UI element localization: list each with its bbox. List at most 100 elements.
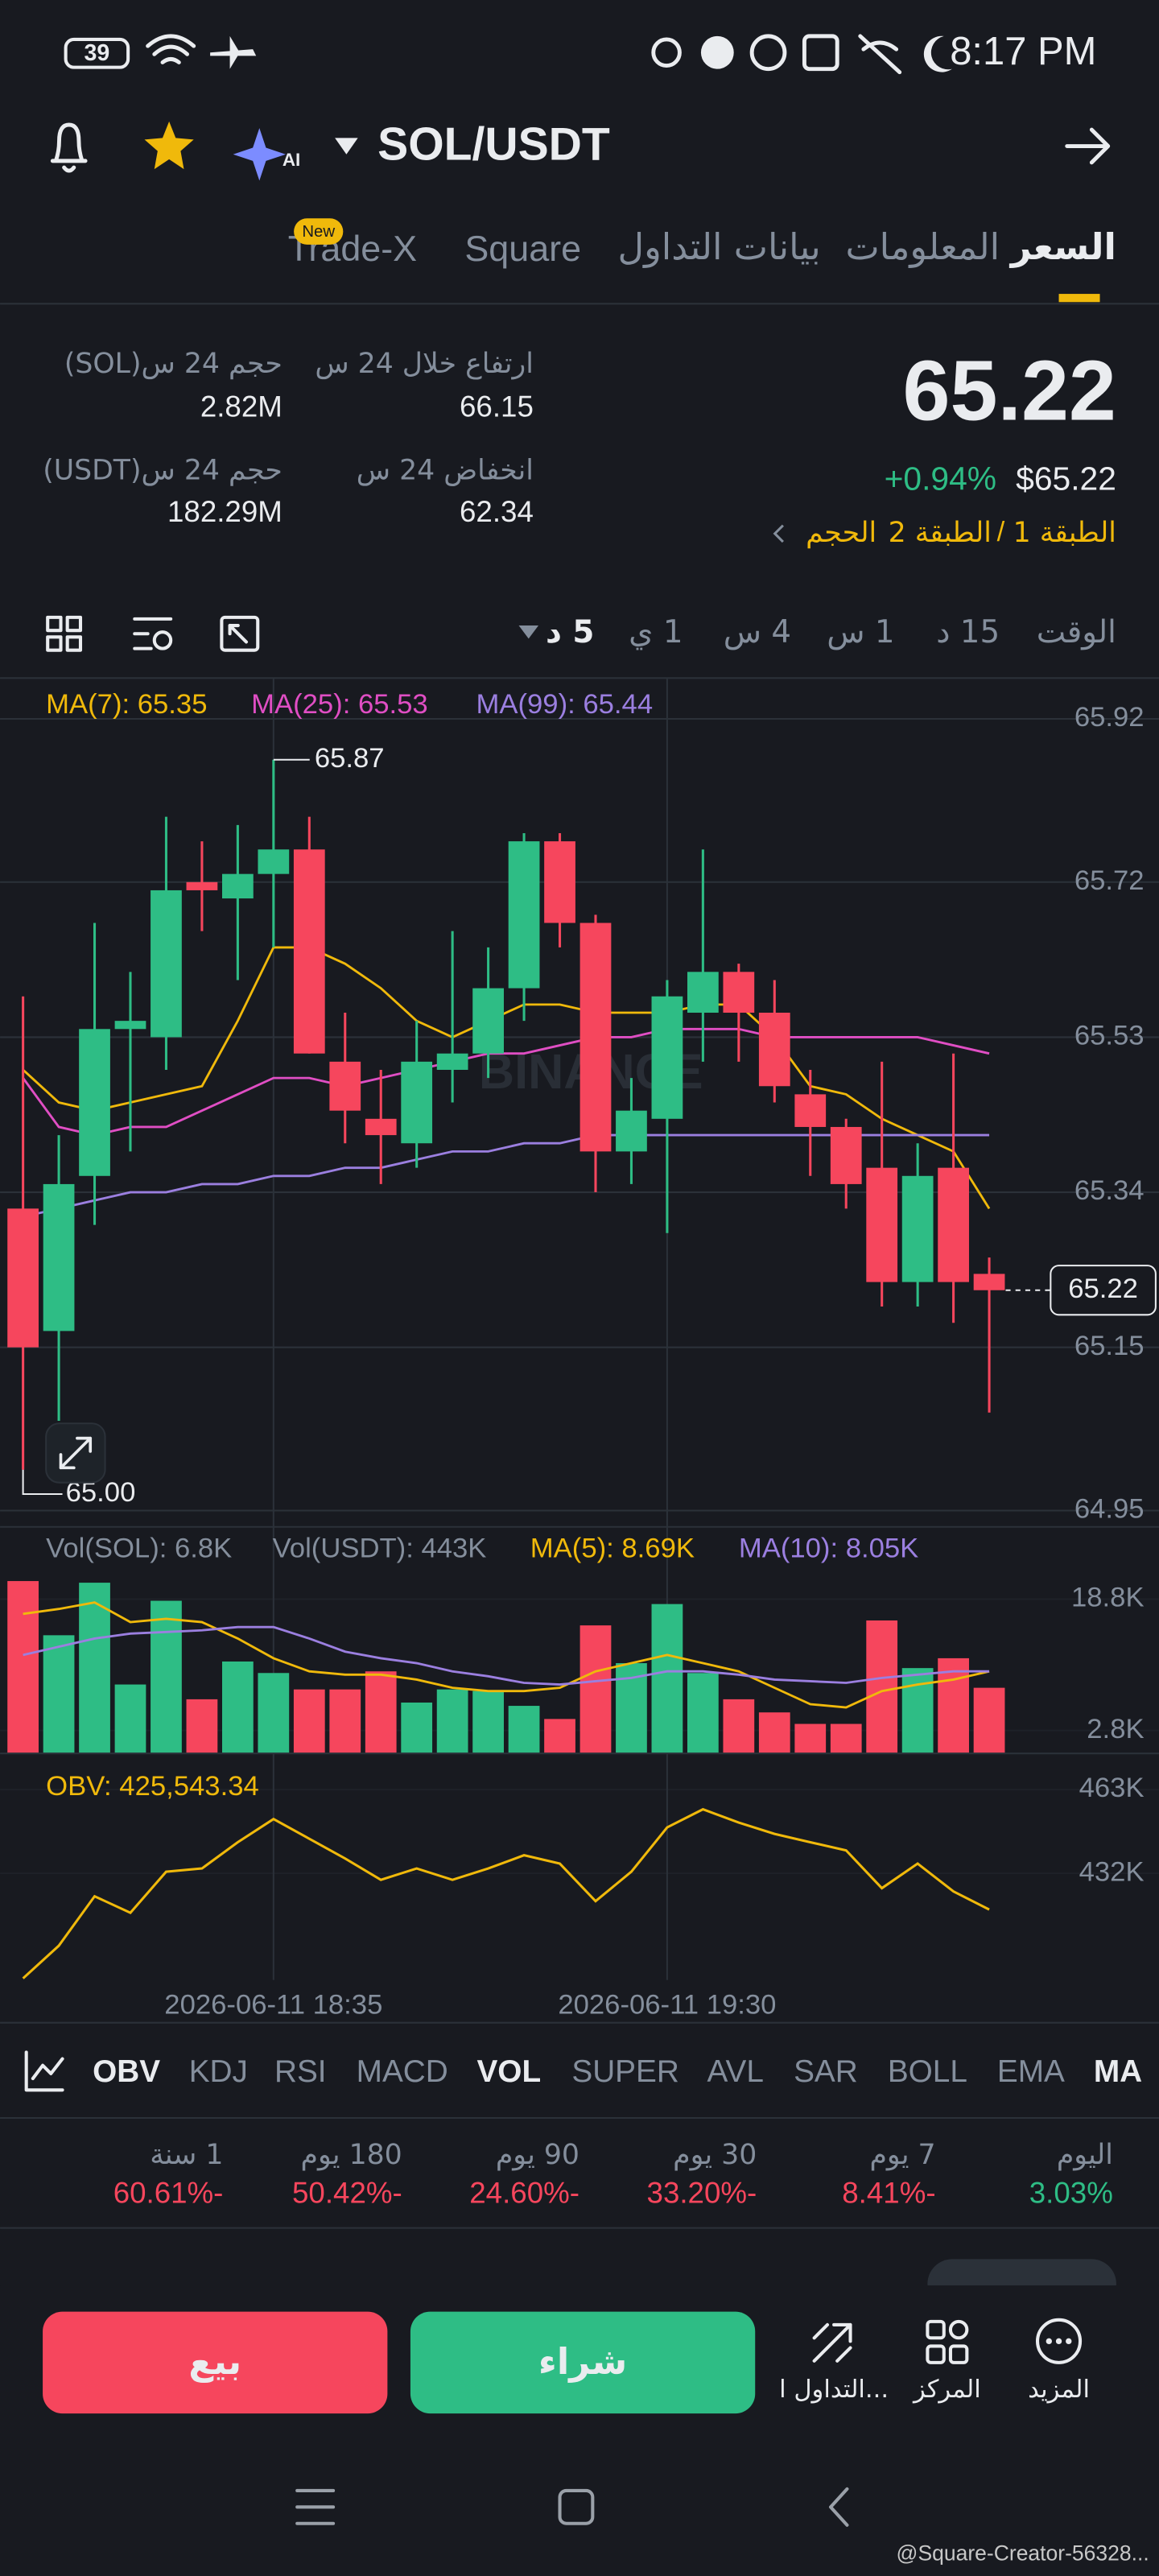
volume-bar bbox=[866, 1620, 898, 1754]
y-tick-label: 65.15 bbox=[1074, 1331, 1145, 1361]
ai-badge: AI bbox=[283, 150, 300, 170]
period-label: 7 يوم bbox=[869, 2139, 935, 2171]
tab[interactable]: المعلومات bbox=[845, 225, 1000, 268]
indicator-tab[interactable]: SUPER bbox=[571, 2054, 679, 2089]
legend-entry: OBV: 425,543.34 bbox=[46, 1771, 259, 1802]
candle-body bbox=[151, 890, 182, 1038]
volume-bar bbox=[221, 1661, 254, 1754]
period-label: 180 يوم bbox=[301, 2139, 402, 2171]
candle-body bbox=[544, 841, 575, 923]
stat-label: حجم 24 س(USDT) bbox=[43, 454, 283, 486]
trade-icon[interactable] bbox=[812, 2322, 852, 2363]
candle-body bbox=[866, 1167, 898, 1282]
stat-value: 182.29M bbox=[167, 495, 283, 528]
volume-ma-line bbox=[23, 1625, 990, 1686]
period-label: اليوم bbox=[1057, 2139, 1113, 2171]
timeframe[interactable]: 15 د bbox=[936, 614, 1000, 650]
indicator-tab[interactable]: MA bbox=[1094, 2054, 1142, 2089]
clock: 8:17 PM bbox=[950, 30, 1096, 73]
y-tick-label: 64.95 bbox=[1074, 1494, 1145, 1525]
period-change: 24.60%- bbox=[469, 2177, 580, 2210]
new-badge-text: New bbox=[302, 223, 335, 241]
nav-back[interactable] bbox=[829, 2487, 849, 2527]
last-price: 65.22 bbox=[903, 344, 1116, 439]
x-tick-label: 2026-06-11 18:35 bbox=[164, 1989, 382, 2020]
indicator-tab[interactable]: VOL bbox=[476, 2054, 541, 2089]
volume-label: Vol(SOL): 6.8K bbox=[46, 1533, 232, 1563]
pair-title[interactable]: SOL/USDT bbox=[377, 119, 610, 171]
tab[interactable]: بيانات التداول bbox=[618, 225, 821, 269]
depth-option[interactable]: الحجم bbox=[806, 517, 876, 549]
indicator-tab[interactable]: RSI bbox=[274, 2054, 327, 2089]
stat-value: 2.82M bbox=[200, 390, 283, 423]
candle-body bbox=[258, 849, 290, 874]
tab[interactable]: السعر bbox=[1009, 225, 1116, 268]
volume-bar bbox=[973, 1687, 1005, 1754]
period-label: 30 يوم bbox=[673, 2139, 757, 2171]
timeframe[interactable]: 1 س bbox=[827, 614, 894, 650]
timeframe[interactable]: 1 ي bbox=[629, 614, 683, 650]
period-change: 8.41%- bbox=[842, 2177, 935, 2210]
volume-bar bbox=[544, 1719, 575, 1754]
creator-watermark: @Square-Creator-56328... bbox=[897, 2541, 1149, 2565]
indicator-tab[interactable]: SAR bbox=[794, 2054, 858, 2089]
nav-menu[interactable] bbox=[295, 2488, 336, 2525]
indicator-tab[interactable]: EMA bbox=[997, 2054, 1065, 2089]
volume-bar bbox=[186, 1699, 218, 1754]
depth-option[interactable]: الطبقة 2 bbox=[889, 517, 992, 549]
volume-bar bbox=[436, 1689, 468, 1754]
indicator-tab[interactable]: OBV bbox=[93, 2054, 160, 2089]
buy-label: شراء bbox=[538, 2340, 627, 2383]
stat-value: 66.15 bbox=[460, 390, 534, 423]
volume-bar bbox=[365, 1671, 397, 1754]
sell-button[interactable] bbox=[43, 2311, 388, 2414]
favorite-button[interactable] bbox=[144, 121, 194, 170]
candle-body bbox=[830, 1126, 862, 1184]
candle-body bbox=[616, 1110, 647, 1152]
volume-bar bbox=[938, 1657, 969, 1754]
more-icon[interactable] bbox=[1035, 2318, 1083, 2364]
y-tick-label: 18.8K bbox=[1071, 1583, 1145, 1613]
notification-button[interactable] bbox=[50, 122, 88, 173]
indicator-tab[interactable]: AVL bbox=[707, 2054, 764, 2089]
nav-home[interactable] bbox=[558, 2488, 595, 2525]
timeframe[interactable]: الوقت bbox=[1037, 614, 1116, 650]
period-change: 3.03% bbox=[1029, 2177, 1113, 2210]
stat-value: 62.34 bbox=[460, 495, 534, 528]
position-icon[interactable] bbox=[926, 2319, 969, 2364]
candle-body bbox=[365, 1118, 397, 1136]
more-label[interactable]: المزيد bbox=[1028, 2376, 1090, 2404]
indicator-tab[interactable]: BOLL bbox=[888, 2054, 967, 2089]
trade-label[interactable]: التداول ا... bbox=[779, 2376, 889, 2404]
pair-dropdown[interactable] bbox=[335, 138, 358, 155]
indicator-settings[interactable] bbox=[24, 2050, 64, 2092]
position-label[interactable]: المركز bbox=[912, 2376, 981, 2404]
layout-buttons[interactable] bbox=[46, 615, 260, 652]
status-icon bbox=[858, 34, 902, 75]
buy-button[interactable] bbox=[410, 2311, 756, 2414]
legend-entry: MA(5): 8.69K bbox=[530, 1533, 695, 1563]
timeframe[interactable]: 4 س bbox=[724, 614, 791, 650]
ai-button[interactable] bbox=[233, 128, 286, 181]
charts: 65.92 65.72 65.53 65.34 65.15 64.95 2026-06-11… bbox=[0, 678, 1159, 2020]
legend-entry: MA(10): 8.05K bbox=[739, 1533, 918, 1563]
indicator-tab[interactable]: KDJ bbox=[189, 2054, 248, 2089]
indicator-tab[interactable]: MACD bbox=[357, 2054, 448, 2089]
volume-bar bbox=[687, 1673, 719, 1754]
candle-body bbox=[901, 1175, 934, 1282]
tab[interactable]: Square bbox=[464, 228, 581, 269]
open-button[interactable] bbox=[1065, 127, 1111, 165]
performance: اليوم 3.03% 7 يوم 8.41%- 30 يوم 33.20%- 90 يوم… bbox=[113, 2139, 1113, 2210]
depth-option[interactable]: الطبقة 1 bbox=[1013, 517, 1116, 549]
more-dot bbox=[1046, 2338, 1052, 2345]
volume-bar bbox=[151, 1600, 182, 1754]
tab-indicator bbox=[1058, 294, 1100, 303]
new-badge bbox=[294, 218, 344, 245]
status-icon bbox=[802, 34, 839, 72]
legend-entry: MA(25): 65.53 bbox=[251, 689, 428, 720]
timeframe-dropdown[interactable] bbox=[518, 625, 539, 639]
volume-bar bbox=[758, 1712, 790, 1754]
more-dot bbox=[1066, 2338, 1072, 2345]
timeframe-selected[interactable]: 5 د bbox=[546, 614, 594, 650]
